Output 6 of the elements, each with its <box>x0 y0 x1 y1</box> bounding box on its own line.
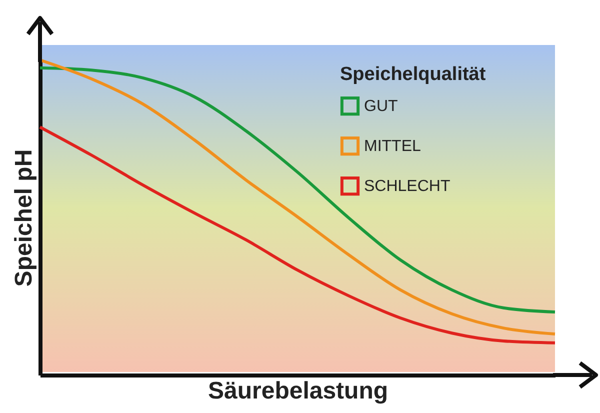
legend-label: SCHLECHT <box>364 178 450 195</box>
y-axis-title: Speichel pH <box>10 149 38 287</box>
legend-label: GUT <box>364 98 398 115</box>
legend-title: Speichelqualität <box>340 64 486 85</box>
legend-label: MITTEL <box>364 138 421 155</box>
x-axis-title: Säurebelastung <box>208 378 388 404</box>
